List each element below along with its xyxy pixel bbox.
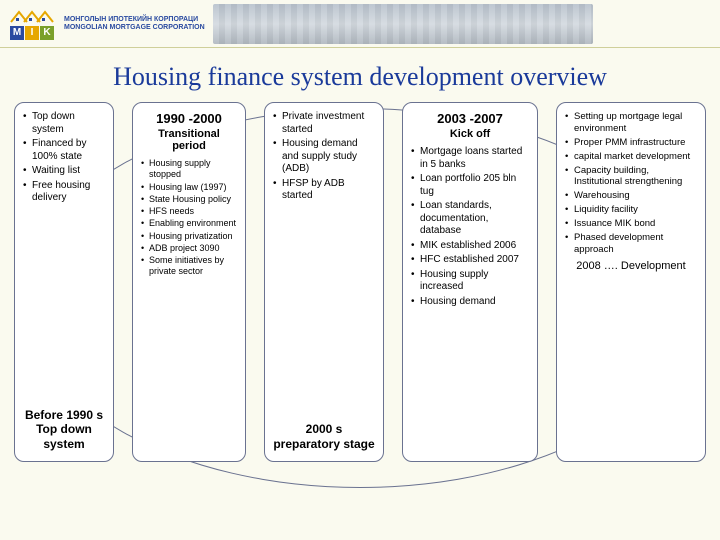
- c4-subtitle: Kick off: [411, 128, 529, 140]
- list-item: HFC established 2007: [411, 254, 529, 267]
- column-1990-2000: 1990 -2000 Transitional period Housing s…: [132, 102, 246, 462]
- list-item: HFSP by ADB started: [273, 178, 375, 203]
- list-item: ADB project 3090: [141, 243, 237, 254]
- header-bar: M I K МОНГОЛЫН ИПОТЕКИЙН КОРПОРАЦИ MONGO…: [0, 0, 720, 48]
- list-item: Top down system: [23, 111, 105, 136]
- list-item: Housing law (1997): [141, 182, 237, 193]
- list-item: Warehousing: [565, 190, 697, 202]
- list-item: HFS needs: [141, 206, 237, 217]
- list-item: Liquidity facility: [565, 204, 697, 216]
- logo-mik-letters: M I K: [10, 26, 60, 40]
- list-item: Phased development approach: [565, 232, 697, 256]
- list-item: MIK established 2006: [411, 240, 529, 253]
- columns-row: Top down system Financed by 100% state W…: [0, 102, 720, 462]
- list-item: Capacity building, Institutional strengt…: [565, 165, 697, 189]
- c2-bullets: Housing supply stopped Housing law (1997…: [141, 158, 237, 279]
- list-item: Issuance MIK bond: [565, 218, 697, 230]
- list-item: Housing demand and supply study (ADB): [273, 138, 375, 176]
- logo-letter-m: M: [10, 26, 24, 40]
- building-banner-image: [213, 4, 593, 44]
- list-item: Housing privatization: [141, 231, 237, 242]
- list-item: Loan portfolio 205 bln tug: [411, 173, 529, 198]
- logo-letter-k: K: [40, 26, 54, 40]
- column-2000s: Private investment started Housing deman…: [264, 102, 384, 462]
- list-item: Some initiatives by private sector: [141, 255, 237, 278]
- column-2008-dev: Setting up mortgage legal environment Pr…: [556, 102, 706, 462]
- c4-period: 2003 -2007: [411, 111, 529, 126]
- c1-stage-label: Before 1990 s Top down system: [23, 400, 105, 451]
- list-item: Housing supply increased: [411, 269, 529, 294]
- list-item: Loan standards, documentation, database: [411, 200, 529, 238]
- roofs-icon: [10, 8, 60, 24]
- corp-name-mn: МОНГОЛЫН ИПОТЕКИЙН КОРПОРАЦИ: [64, 16, 205, 24]
- list-item: capital market development: [565, 151, 697, 163]
- list-item: Proper PMM infrastructure: [565, 137, 697, 149]
- list-item: Housing demand: [411, 296, 529, 309]
- list-item: Waiting list: [23, 165, 105, 178]
- c5-dev-label: 2008 …. Development: [565, 260, 697, 272]
- corp-name: МОНГОЛЫН ИПОТЕКИЙН КОРПОРАЦИ MONGOLIAN M…: [64, 16, 205, 31]
- c3-bullets: Private investment started Housing deman…: [273, 111, 375, 205]
- list-item: Private investment started: [273, 111, 375, 136]
- c2-subtitle: Transitional period: [141, 128, 237, 152]
- c2-period: 1990 -2000: [141, 111, 237, 126]
- list-item: Financed by 100% state: [23, 138, 105, 163]
- logo-graphic: M I K: [10, 8, 60, 40]
- column-before-1990: Top down system Financed by 100% state W…: [14, 102, 114, 462]
- list-item: Enabling environment: [141, 218, 237, 229]
- list-item: Free housing delivery: [23, 180, 105, 205]
- logo-letter-i: I: [25, 26, 39, 40]
- logo-block: M I K МОНГОЛЫН ИПОТЕКИЙН КОРПОРАЦИ MONGO…: [10, 8, 205, 40]
- list-item: Setting up mortgage legal environment: [565, 111, 697, 135]
- c4-bullets: Mortgage loans started in 5 banks Loan p…: [411, 146, 529, 310]
- corp-name-en: MONGOLIAN MORTGAGE CORPORATION: [64, 24, 205, 32]
- list-item: Housing supply stopped: [141, 158, 237, 181]
- c5-bullets: Setting up mortgage legal environment Pr…: [565, 111, 697, 258]
- list-item: Mortgage loans started in 5 banks: [411, 146, 529, 171]
- column-2003-2007: 2003 -2007 Kick off Mortgage loans start…: [402, 102, 538, 462]
- c1-bullets: Top down system Financed by 100% state W…: [23, 111, 105, 207]
- c3-stage-label: 2000 s preparatory stage: [273, 414, 375, 451]
- list-item: State Housing policy: [141, 194, 237, 205]
- page-title: Housing finance system development overv…: [0, 62, 720, 92]
